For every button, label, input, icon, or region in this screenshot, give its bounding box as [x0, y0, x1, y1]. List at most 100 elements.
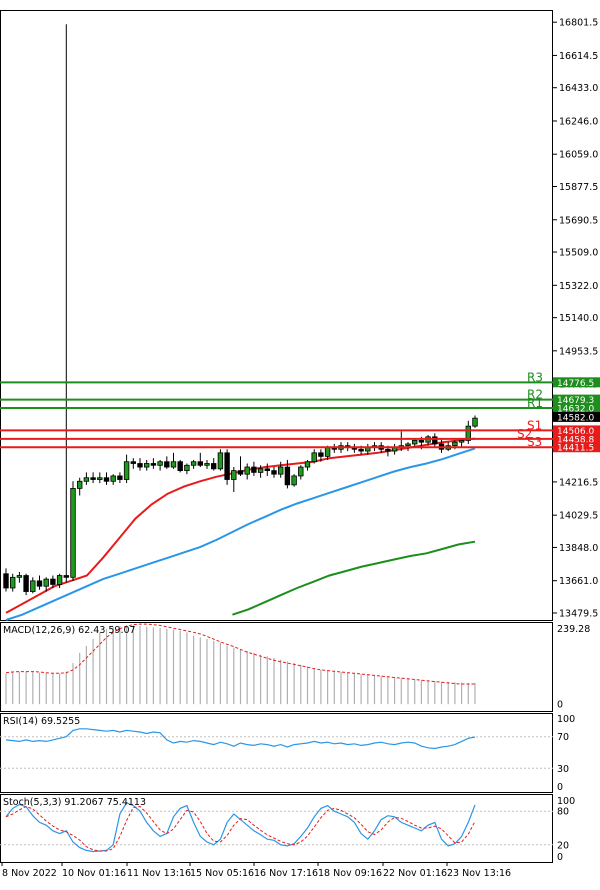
- candle-body: [110, 475, 116, 482]
- level-value-label: 14679.3: [557, 396, 594, 406]
- candle-body: [244, 466, 250, 475]
- price-tick-label: 16614.5: [559, 51, 598, 62]
- candle-body: [9, 576, 16, 589]
- time-tick-label: 11 Nov 13:16: [127, 868, 191, 879]
- candle-body: [83, 477, 90, 482]
- candle-body: [43, 578, 49, 587]
- candle-body: [123, 461, 130, 480]
- candle-body: [130, 461, 136, 464]
- candle-body: [70, 487, 76, 578]
- candle-body: [157, 461, 163, 466]
- candle-body: [16, 575, 23, 578]
- price-tick-label: 15140.0: [559, 313, 598, 324]
- level-value-label: 14776.5: [557, 379, 594, 389]
- candle-body: [405, 443, 411, 447]
- macd-tick-label: 239.28: [557, 624, 590, 635]
- level-value-box: [553, 377, 600, 388]
- level-name-r3: R3: [527, 370, 543, 384]
- candle-body: [3, 573, 9, 589]
- candle-body: [251, 466, 257, 473]
- candle-body: [418, 439, 425, 443]
- level-name-s2: S2: [517, 427, 532, 441]
- candle-body: [411, 439, 418, 445]
- level-value-box: [553, 394, 600, 405]
- candle-body: [231, 470, 237, 480]
- panel-frame: [0, 10, 553, 621]
- candle-body: [284, 466, 291, 486]
- rsi-tick-label: 0: [557, 782, 563, 793]
- candle-body: [117, 475, 123, 480]
- candle-body: [190, 461, 197, 466]
- price-tick-label: 16246.0: [559, 116, 598, 127]
- candle-body: [385, 448, 391, 452]
- level-name-s3: S3: [527, 435, 542, 449]
- level-value-label: 14411.5: [557, 444, 594, 454]
- candle-body: [97, 477, 103, 480]
- candle-body: [264, 468, 270, 472]
- level-value-box: [553, 411, 600, 422]
- level-name-s1: S1: [527, 418, 542, 432]
- candle-body: [271, 470, 277, 475]
- candle-body: [90, 477, 96, 480]
- candle-body: [217, 452, 224, 470]
- rsi-line: [5, 728, 476, 750]
- candle-body: [210, 463, 217, 470]
- price-tick-label: 13661.0: [559, 576, 598, 587]
- macd-panel: MACD(12,26,9) 62.43 59.07 239.28 0: [3, 623, 590, 711]
- candle-body: [291, 475, 297, 486]
- candle-body: [311, 452, 317, 463]
- time-tick-label: 15 Nov 05:16: [190, 868, 254, 879]
- stoch-d-line: [5, 805, 476, 852]
- stoch-k-line: [5, 802, 476, 853]
- panel-frame: [0, 622, 553, 712]
- stoch-tick-label: 20: [557, 840, 569, 851]
- candle-body: [257, 468, 264, 473]
- candle-body: [36, 580, 43, 587]
- candle-body: [358, 448, 364, 452]
- candle-body: [304, 461, 311, 468]
- macd-tick-label: 0: [557, 700, 563, 711]
- level-value-label: 14506.0: [557, 427, 594, 437]
- stoch-tick-label: 80: [557, 807, 569, 818]
- panel-frames: [0, 10, 553, 863]
- price-tick-label: 16801.5: [559, 18, 598, 29]
- price-tick-label: 14216.5: [559, 477, 598, 488]
- rsi-tick-label: 70: [557, 732, 569, 743]
- ma-line-ma100: [232, 540, 476, 616]
- candle-body: [150, 463, 157, 466]
- stoch-tick-label: 100: [557, 796, 575, 807]
- price-panel: 16801.5 16614.5 16433.0 16246.0 16059.0 15877…: [0, 18, 600, 621]
- candle-body: [103, 477, 110, 482]
- candle-body: [184, 464, 190, 472]
- time-tick-label: 10 Nov 01:16: [62, 868, 126, 879]
- time-tick-label: 22 Nov 01:16: [383, 868, 447, 879]
- rsi-tick-label: 100: [557, 714, 575, 725]
- time-tick-label: 8 Nov 2022: [2, 868, 57, 879]
- candle-body: [164, 461, 170, 468]
- candle-body: [170, 461, 177, 468]
- macd-title: MACD(12,26,9) 62.43 59.07: [3, 625, 136, 636]
- price-tick-label: 14953.5: [559, 346, 598, 357]
- candle-body: [63, 575, 69, 578]
- stoch-tick-label: 0: [557, 852, 563, 863]
- candle-body: [432, 436, 438, 445]
- candle-body: [452, 441, 458, 447]
- candle-body: [318, 452, 324, 457]
- candle-body: [50, 578, 56, 585]
- level-name-r1: R1: [527, 396, 543, 410]
- candle-body: [143, 463, 150, 468]
- level-value-label: 14582.0: [557, 413, 594, 423]
- stoch-title: Stoch(5,3,3) 91.2067 75.4113: [3, 797, 146, 808]
- price-tick-label: 13479.5: [559, 608, 598, 619]
- candle-body: [237, 470, 244, 475]
- rsi-panel: RSI(14) 69.5255 100 70 30 0: [0, 714, 575, 793]
- level-value-box: [553, 425, 600, 436]
- price-tick-label: 15322.0: [559, 281, 598, 292]
- level-name-r2: R2: [527, 388, 543, 402]
- level-value-box: [553, 403, 600, 414]
- rsi-tick-label: 30: [557, 764, 569, 775]
- macd-signal-line: [5, 623, 475, 685]
